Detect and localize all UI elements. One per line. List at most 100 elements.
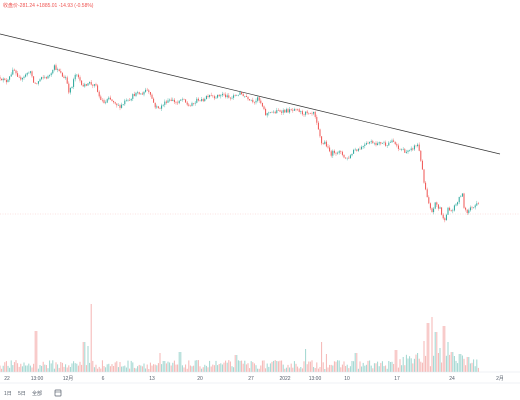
- volume-bar: [333, 361, 335, 372]
- timeframe-button[interactable]: 1日: [4, 391, 12, 397]
- candle: [244, 95, 246, 98]
- time-axis-ticks: 22 13:00 12月 6 13 20 27 2022 13:00 10 17 24 2月: [4, 376, 504, 382]
- candle: [453, 204, 455, 212]
- volume-bar: [332, 365, 334, 372]
- candle: [85, 83, 87, 87]
- candle: [277, 108, 279, 111]
- candle: [215, 96, 217, 99]
- volume-bar: [434, 332, 436, 372]
- calendar-icon[interactable]: [54, 389, 62, 397]
- volume-bar: [370, 365, 372, 372]
- volume-bar: [146, 364, 148, 372]
- volume-bar: [87, 346, 89, 372]
- volume-bar: [266, 363, 268, 372]
- timeframe-button[interactable]: 5日: [18, 391, 26, 397]
- trendline[interactable]: [0, 33, 501, 155]
- candle: [170, 97, 172, 102]
- volume-bar: [39, 365, 41, 372]
- candle: [188, 103, 190, 107]
- volume-bar: [429, 366, 431, 372]
- candle: [332, 149, 334, 158]
- timeframe-button[interactable]: 全部: [32, 390, 42, 397]
- candle: [205, 95, 207, 100]
- candle: [337, 151, 339, 155]
- candle: [420, 150, 422, 162]
- candle: [413, 144, 415, 151]
- volume-bar: [37, 368, 39, 372]
- volume-bar: [460, 354, 462, 372]
- candle: [444, 217, 446, 223]
- volume-bar: [348, 368, 350, 372]
- candle: [401, 148, 403, 152]
- candle: [133, 91, 135, 97]
- candle: [124, 98, 126, 106]
- candle: [58, 68, 60, 72]
- volume-bar: [447, 342, 449, 372]
- candle: [370, 139, 372, 144]
- volume-bar: [268, 366, 270, 372]
- candle: [89, 81, 91, 85]
- candle: [431, 207, 433, 213]
- candle: [239, 90, 241, 96]
- volume-bar: [285, 367, 287, 372]
- volume-bar: [353, 361, 355, 372]
- volume-bar: [442, 326, 444, 372]
- candle: [165, 99, 167, 105]
- volume-bar: [212, 364, 214, 372]
- volume-bar: [461, 355, 463, 372]
- volume-bar: [247, 363, 249, 372]
- candle: [404, 148, 406, 153]
- volume-bar: [205, 365, 207, 372]
- trendline-layer[interactable]: [0, 33, 501, 155]
- candle: [193, 102, 195, 106]
- candle: [2, 77, 4, 83]
- volume-bar: [20, 363, 22, 372]
- volume-bar: [258, 368, 260, 372]
- candle: [233, 93, 235, 100]
- candle: [53, 64, 55, 72]
- candle: [132, 93, 134, 101]
- volume-bar: [210, 366, 212, 372]
- candle: [282, 108, 284, 115]
- volume-bar: [215, 360, 217, 372]
- volume-bar: [405, 354, 407, 372]
- volume-bar: [52, 360, 54, 372]
- volume-bar: [362, 362, 364, 372]
- candle: [141, 91, 143, 95]
- candle: [450, 209, 452, 212]
- volume-bar: [455, 360, 457, 372]
- candle: [297, 108, 299, 111]
- candle: [122, 104, 124, 106]
- volume-bar: [321, 342, 323, 372]
- volume-bar: [181, 365, 183, 372]
- volume-bar: [5, 361, 7, 372]
- candle: [250, 99, 252, 102]
- candle: [325, 140, 327, 148]
- candle: [449, 206, 451, 212]
- volume-bar: [153, 364, 155, 372]
- candle: [31, 70, 33, 78]
- volume-bar: [457, 363, 459, 372]
- volume-bar: [68, 365, 70, 372]
- volume-bar: [188, 360, 190, 372]
- volume-bar: [329, 364, 331, 372]
- volume-bar: [317, 368, 319, 372]
- candle: [290, 108, 292, 111]
- candle: [289, 107, 291, 114]
- candle: [154, 102, 156, 110]
- candle: [338, 150, 340, 155]
- candle: [82, 83, 84, 87]
- volume-bar: [143, 363, 145, 372]
- volume-bar: [306, 364, 308, 372]
- candle: [285, 107, 287, 113]
- candle: [452, 208, 454, 214]
- volume-bar: [417, 353, 419, 372]
- candle: [434, 202, 436, 210]
- volume-bar: [233, 367, 235, 372]
- timeframe-selector[interactable]: 1日 5日 全部: [4, 390, 42, 397]
- volume-bar: [465, 365, 467, 372]
- volume-bar: [364, 365, 366, 372]
- candle: [164, 99, 166, 108]
